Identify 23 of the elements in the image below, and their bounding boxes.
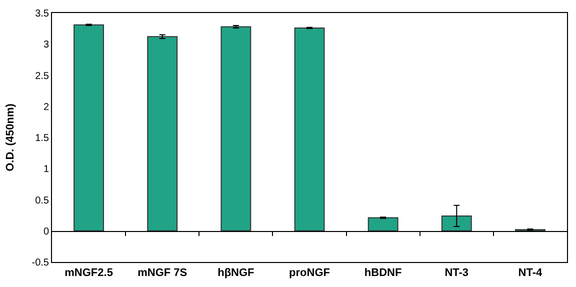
bar — [147, 36, 178, 232]
y-tick-label: 2 — [43, 102, 50, 113]
y-tick-label: 3 — [43, 40, 50, 51]
bar — [368, 217, 398, 232]
y-tick-label: -0.5 — [32, 258, 50, 268]
x-tick-label: mNGF2.5 — [64, 267, 113, 280]
y-tick-label: 2.5 — [35, 70, 50, 82]
bar — [294, 27, 325, 232]
bar — [220, 26, 252, 232]
y-tick-label: 0.5 — [35, 195, 50, 206]
x-tick-label: NT-4 — [518, 267, 544, 280]
x-tick-label: proNGF — [289, 267, 330, 280]
x-tick-label: NT-3 — [444, 267, 469, 280]
x-tick-label: mNGF 7S — [138, 267, 188, 280]
y-tick-label: 1.5 — [35, 133, 50, 144]
y-tick-label: 0 — [43, 226, 50, 238]
y-axis-title: O.D. (450nm) — [4, 103, 16, 172]
x-tick-label: hβNGF — [218, 267, 255, 280]
y-tick-label: 3.5 — [35, 8, 50, 20]
x-tick-label: hBDNF — [364, 267, 402, 280]
bar — [441, 215, 472, 232]
y-tick-label: 1 — [43, 164, 50, 176]
bar — [74, 24, 104, 232]
